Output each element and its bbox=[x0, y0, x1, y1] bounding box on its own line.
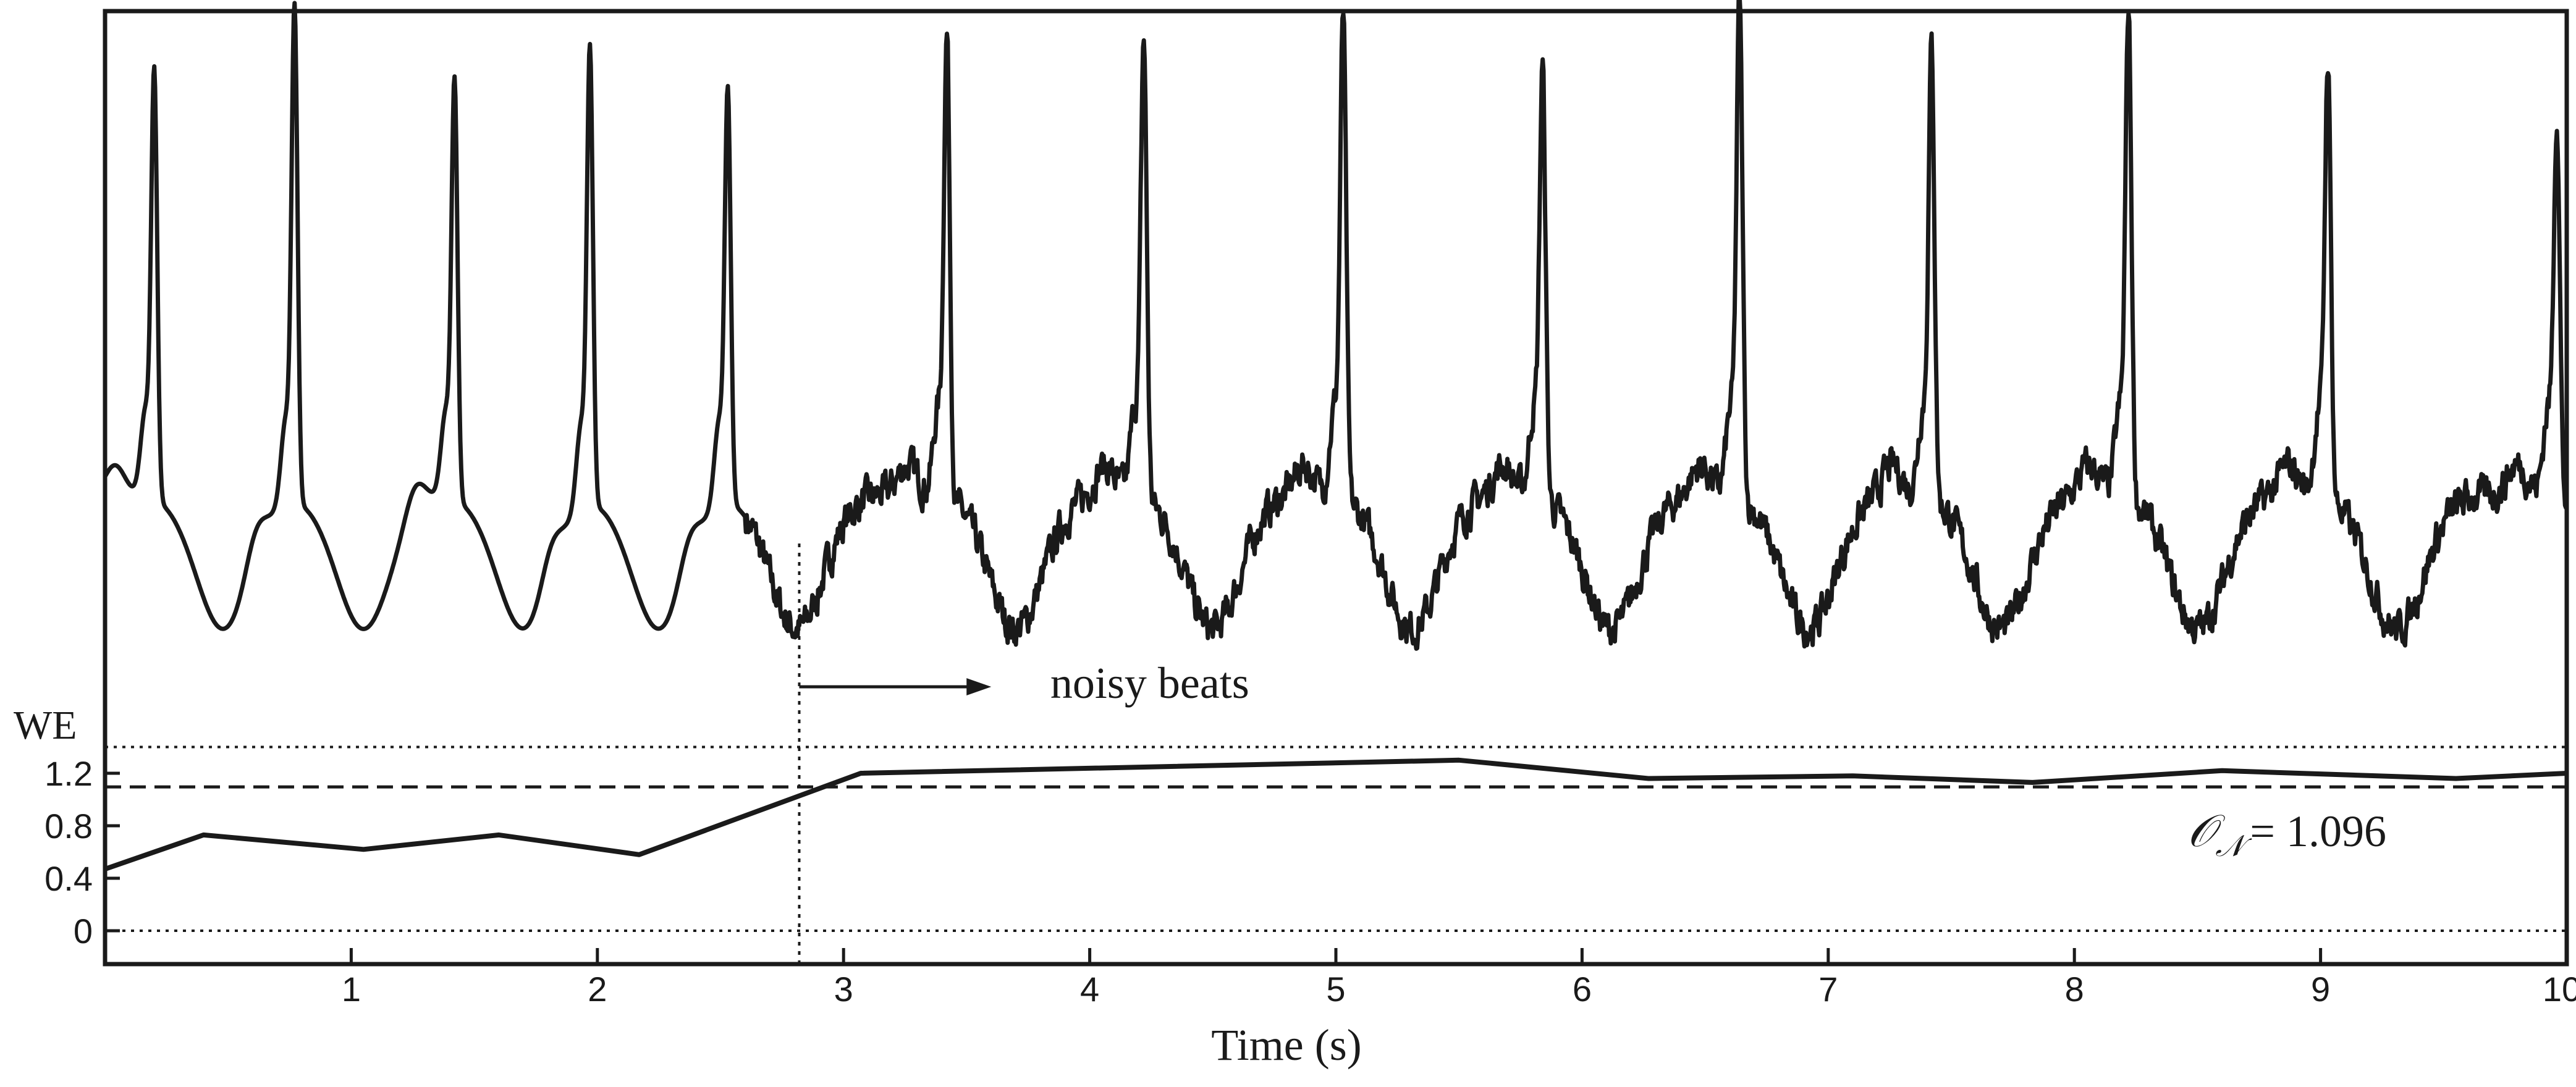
we-axis-ticks: 1.2 0.8 0.4 0 bbox=[44, 754, 120, 951]
x-tick-label: 6 bbox=[1573, 970, 1592, 1009]
threshold-subscript: 𝒩 bbox=[2215, 830, 2252, 863]
threshold-value: = 1.096 bbox=[2250, 807, 2386, 856]
y-axis-label: WE bbox=[14, 703, 77, 748]
we-tick-label: 1.2 bbox=[44, 754, 93, 793]
x-tick-label: 8 bbox=[2065, 970, 2084, 1009]
x-tick-label: 2 bbox=[588, 970, 607, 1009]
noisy-beats-label: noisy beats bbox=[1050, 658, 1249, 708]
x-tick-label: 7 bbox=[1818, 970, 1838, 1009]
x-tick-label: 4 bbox=[1080, 970, 1099, 1009]
we-tick-label: 0.4 bbox=[44, 859, 93, 898]
x-axis-label: Time (s) bbox=[1211, 1020, 1361, 1070]
x-tick-label: 9 bbox=[2311, 970, 2330, 1009]
x-tick-label: 3 bbox=[834, 970, 853, 1009]
we-series-line bbox=[104, 757, 2567, 871]
x-axis-ticks: 1 2 3 4 5 6 7 8 9 10 bbox=[342, 948, 2576, 1009]
we-tick-label: 0 bbox=[74, 912, 93, 951]
x-tick-label: 10 bbox=[2543, 970, 2576, 1009]
x-tick-label: 5 bbox=[1326, 970, 1345, 1009]
x-tick-label: 1 bbox=[342, 970, 361, 1009]
we-tick-label: 0.8 bbox=[44, 807, 93, 846]
reference-lines bbox=[105, 745, 2567, 932]
threshold-label: 𝒪𝒩 = 1.096 bbox=[2187, 807, 2386, 863]
ecg-signal-line bbox=[103, 0, 2569, 651]
noisy-beats-arrowhead bbox=[966, 678, 992, 695]
